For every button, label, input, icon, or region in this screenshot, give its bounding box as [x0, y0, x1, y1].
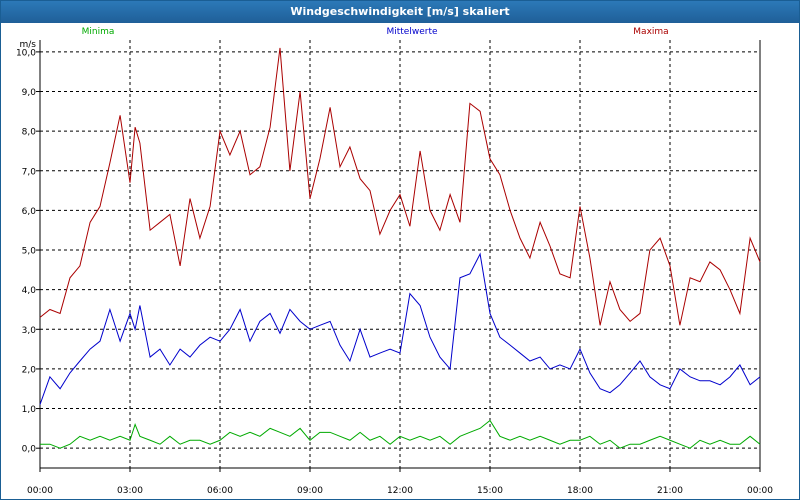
y-tick-label: 6,0	[22, 207, 37, 217]
x-tick-time-label: 09:00	[297, 486, 323, 496]
x-tick-time-label: 03:00	[117, 486, 143, 496]
x-tick-time-label: 06:00	[207, 486, 233, 496]
x-tick-time-label: 18:00	[567, 486, 593, 496]
x-tick-time-label: 21:00	[657, 486, 683, 496]
y-tick-label: 9,0	[22, 88, 37, 98]
legend-label-minima: Minima	[82, 27, 115, 37]
series-line-maxima	[39, 47, 761, 326]
y-tick-label: 7,0	[22, 167, 37, 177]
chart-grid	[40, 40, 760, 468]
x-tick-time-label: 00:00	[27, 486, 53, 496]
y-tick-label: 5,0	[22, 247, 37, 257]
wind-speed-chart: 0,0 1,0 2,0 3,0 4,0 5,0 6,0 7,0 8,0 9,0 10,0 00:00 2…	[16, 27, 773, 496]
x-tick-time-label: 00:00	[747, 486, 773, 496]
series-line-minima	[40, 419, 761, 449]
legend-label-mittelwerte: Mittelwerte	[386, 27, 437, 37]
y-tick-label: 1,0	[22, 405, 37, 415]
y-tick-label: 4,0	[22, 286, 37, 296]
chart-axes	[36, 40, 761, 472]
y-tick-label: 3,0	[22, 326, 37, 336]
x-tick-time-label: 15:00	[477, 486, 503, 496]
y-tick-label: 10,0	[16, 48, 36, 58]
legend-label-maxima: Maxima	[633, 27, 668, 37]
chart-labels: 0,0 1,0 2,0 3,0 4,0 5,0 6,0 7,0 8,0 9,0 10,0 00:00 2…	[16, 27, 773, 496]
y-tick-label: 0,0	[22, 445, 37, 455]
y-tick-label: 2,0	[22, 365, 37, 375]
chart-series	[39, 47, 761, 449]
y-axis-unit-label: m/s	[20, 40, 37, 50]
x-tick-time-label: 12:00	[387, 486, 413, 496]
y-tick-label: 8,0	[22, 128, 37, 138]
window-title: Windgeschwindigkeit [m/s] skaliert	[1, 1, 799, 23]
series-line-mittelwerte	[39, 252, 761, 405]
